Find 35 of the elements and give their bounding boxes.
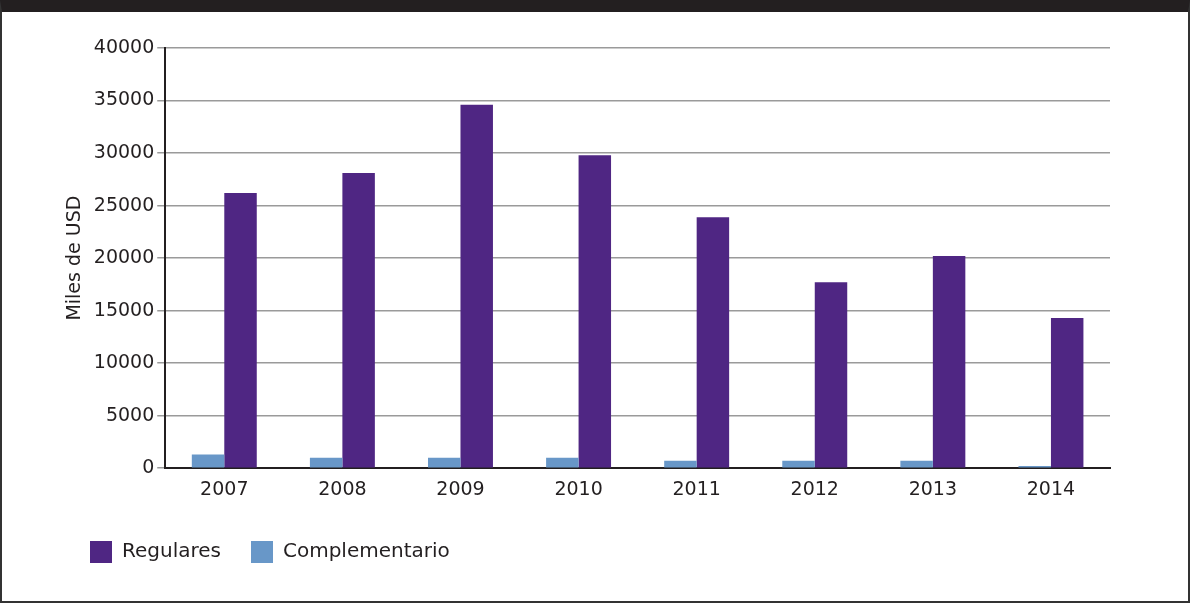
y-tick-label: 20000 bbox=[93, 245, 155, 268]
bar bbox=[782, 460, 815, 468]
y-tick-label: 30000 bbox=[93, 139, 155, 162]
bar bbox=[900, 460, 933, 468]
bar bbox=[1050, 317, 1084, 468]
bar bbox=[696, 217, 730, 468]
bar bbox=[460, 104, 493, 468]
y-tick-label: 15000 bbox=[93, 297, 155, 320]
y-tick-label: 40000 bbox=[93, 34, 155, 57]
x-tick-label: 2012 bbox=[790, 476, 839, 499]
bar bbox=[191, 454, 225, 468]
y-tick-label: 0 bbox=[142, 455, 155, 478]
bar bbox=[664, 460, 697, 468]
bar bbox=[342, 173, 375, 468]
x-tick-label: 2009 bbox=[436, 476, 485, 499]
legend-label: Complementario bbox=[282, 538, 450, 563]
bar bbox=[546, 457, 579, 468]
x-tick-label: 2008 bbox=[318, 476, 367, 499]
bar bbox=[932, 256, 966, 468]
bar bbox=[309, 457, 343, 468]
x-tick-label: 2010 bbox=[554, 476, 603, 499]
bar bbox=[428, 457, 461, 468]
legend-label: Regulares bbox=[122, 538, 221, 563]
y-tick-label: 35000 bbox=[93, 87, 155, 110]
y-tick-label: 25000 bbox=[93, 192, 155, 215]
bar bbox=[224, 192, 257, 468]
x-tick-label: 2014 bbox=[1026, 476, 1076, 499]
y-tick-label: 5000 bbox=[105, 402, 155, 425]
x-tick-label: 2007 bbox=[200, 476, 249, 499]
x-tick-label: 2011 bbox=[672, 476, 721, 499]
x-tick-label: 2013 bbox=[908, 476, 958, 499]
bar bbox=[578, 155, 612, 468]
bar bbox=[814, 282, 848, 468]
y-axis-title: Miles de USD bbox=[62, 195, 85, 321]
y-tick-label: 10000 bbox=[93, 350, 155, 373]
